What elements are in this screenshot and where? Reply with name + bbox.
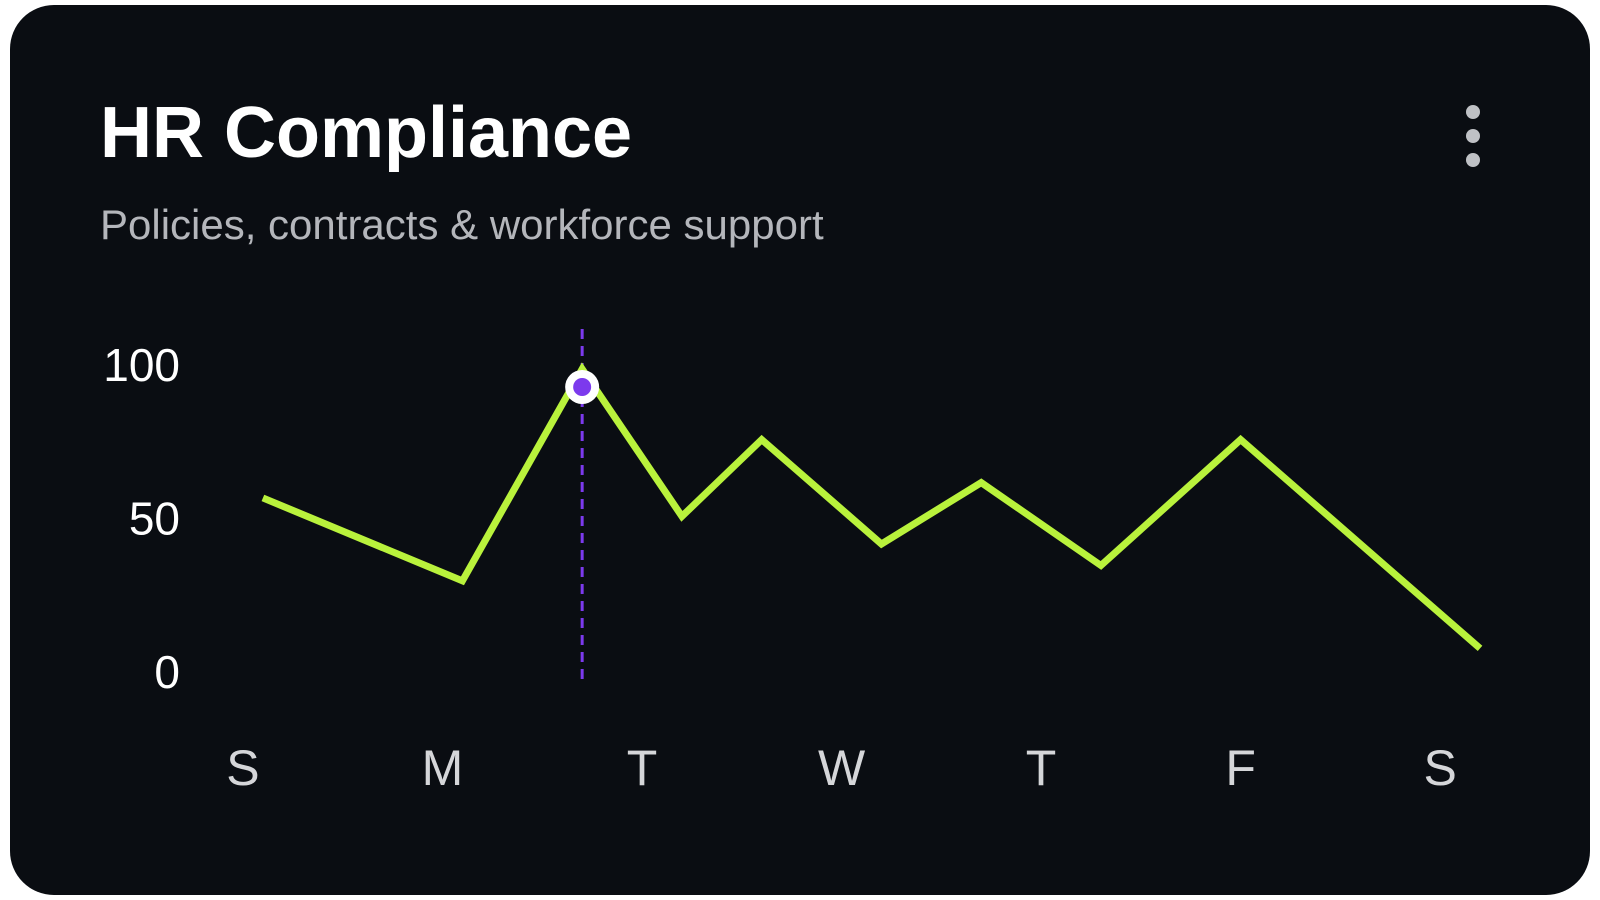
y-tick-label: 0 bbox=[154, 646, 180, 698]
x-tick-label: F bbox=[1225, 740, 1256, 796]
menu-dot bbox=[1466, 129, 1480, 143]
data-line bbox=[261, 362, 1483, 652]
x-tick-label: W bbox=[818, 740, 866, 796]
card-subtitle: Policies, contracts & workforce support bbox=[100, 201, 824, 248]
card-title: HR Compliance bbox=[100, 93, 632, 173]
x-tick-label: S bbox=[1423, 740, 1456, 796]
highlight-point-inner bbox=[573, 378, 592, 396]
y-tick-label: 100 bbox=[103, 339, 180, 391]
y-tick-label: 50 bbox=[129, 493, 180, 545]
card-background bbox=[10, 5, 1590, 895]
x-tick-label: M bbox=[422, 740, 464, 796]
menu-button[interactable] bbox=[1450, 95, 1496, 175]
menu-dot bbox=[1466, 153, 1480, 167]
menu-dot bbox=[1466, 105, 1480, 119]
x-tick-label: T bbox=[1026, 740, 1057, 796]
x-tick-label: S bbox=[226, 740, 259, 796]
x-tick-label: T bbox=[627, 740, 658, 796]
